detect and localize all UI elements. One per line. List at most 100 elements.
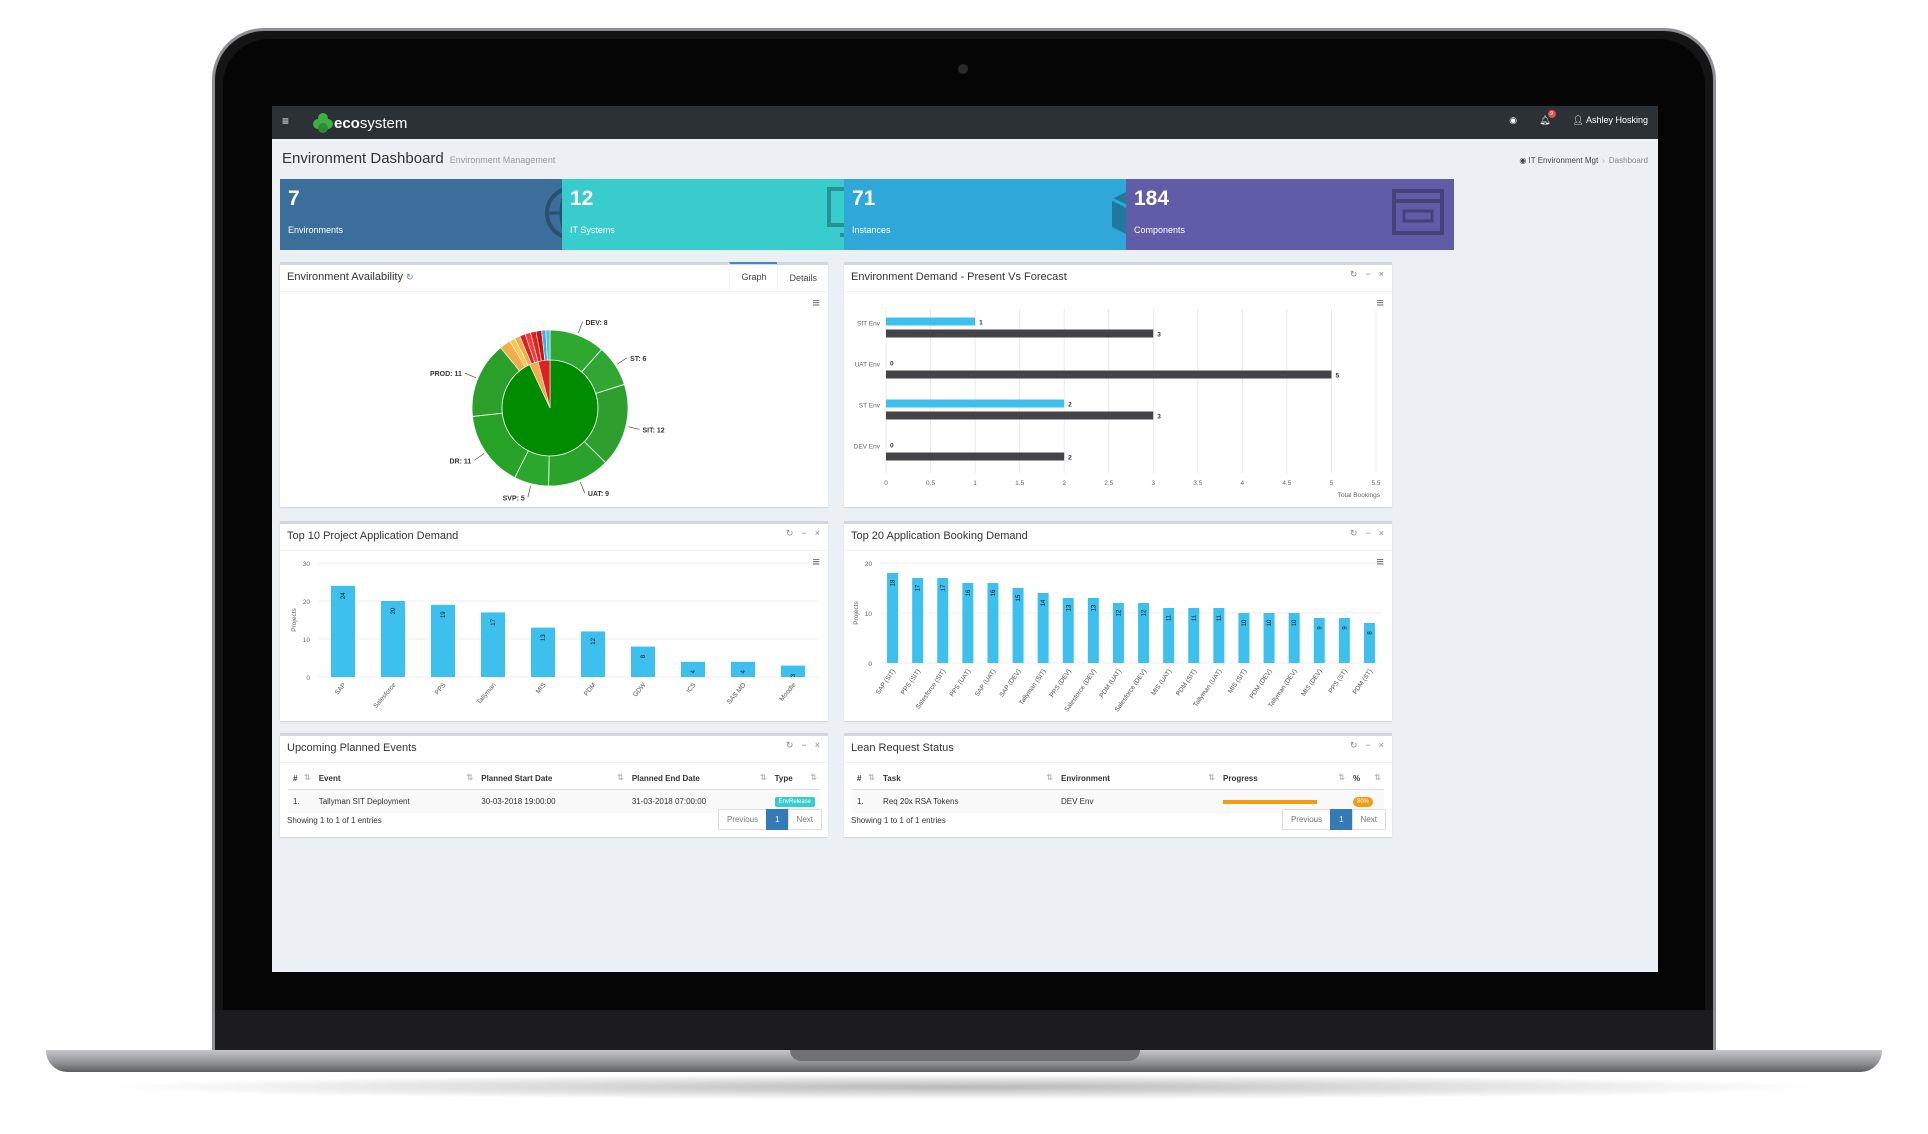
top10-demand-panel: Top 10 Project Application Demand ↻ − × ≡ … [280, 521, 828, 721]
close-icon[interactable]: × [814, 528, 820, 538]
chart-menu-icon[interactable]: ≡ [812, 554, 820, 569]
panel-tools: ↻ − × [1350, 740, 1384, 751]
pie-outer-slice [545, 329, 551, 361]
bar [681, 661, 705, 677]
laptop-chin [212, 1010, 1716, 1056]
close-icon[interactable]: × [1378, 269, 1384, 279]
stat-box-it-systems[interactable]: 12 IT Systems [562, 179, 890, 250]
breadcrumb-item-home[interactable]: IT Environment Mgt [1528, 156, 1599, 165]
table-info: Showing 1 to 1 of 1 entries [287, 816, 382, 825]
pie-label-connector [616, 357, 628, 365]
column-header-end-date[interactable]: Planned End Date ⇅ [626, 768, 770, 790]
minimize-icon[interactable]: − [1365, 269, 1371, 279]
bar [987, 583, 999, 663]
refresh-icon[interactable]: ↻ [1349, 269, 1358, 279]
table-row[interactable]: 1. Req 20x RSA Tokens DEV Env 80% [852, 789, 1384, 813]
x-tick-label: 1.5 [1015, 480, 1024, 487]
column-header-type[interactable]: Type ⇅ [769, 768, 820, 790]
x-tick-label: 3.5 [1193, 480, 1202, 487]
top10-bar-chart: 0 10 20 30 Projects 24 SAP 20 Salesforce 19 PPS 17 T… [291, 561, 818, 710]
data-label: 11 [1167, 614, 1173, 621]
cell-task: Req 20x RSA Tokens [878, 789, 1056, 813]
x-category-label: PDM [583, 682, 598, 698]
bar [937, 578, 949, 663]
minimize-icon[interactable]: − [1365, 740, 1371, 750]
x-tick-label: 4 [1241, 480, 1245, 487]
column-header-number[interactable]: # ⇅ [288, 768, 314, 790]
column-header-progress[interactable]: Progress ⇅ [1218, 768, 1348, 790]
globe-icon[interactable]: ◉ [1509, 115, 1518, 125]
column-header-event[interactable]: Event ⇅ [313, 768, 477, 790]
pagination-previous[interactable]: Previous [1281, 809, 1332, 830]
x-tick-label: 2.5 [1104, 480, 1113, 487]
user-menu[interactable]: 👤︎ Ashley Hosking [1573, 115, 1648, 126]
stat-value: 71 [852, 187, 876, 210]
bar [531, 627, 555, 677]
refresh-icon[interactable]: ↻ [785, 740, 794, 750]
panel-tools: ↻ − × [1350, 269, 1384, 280]
refresh-icon[interactable]: ↻ [785, 528, 794, 538]
table-row[interactable]: 1. Tallyman SIT Deployment 30-03-2018 19… [288, 789, 820, 813]
data-label: 18 [891, 579, 897, 586]
hamburger-menu-icon[interactable]: ≡ [282, 114, 290, 128]
column-header-number[interactable]: # ⇅ [852, 768, 878, 790]
breadcrumb-separator: › [1602, 156, 1605, 165]
bar [1213, 608, 1225, 663]
refresh-icon[interactable]: ↻ [1349, 528, 1358, 538]
close-icon[interactable]: × [814, 740, 820, 750]
pagination-page-1[interactable]: 1 [766, 809, 789, 830]
panel-tools: ↻ − × [786, 528, 820, 539]
x-category-label: PDM (DEV) [1248, 668, 1273, 700]
chart-menu-icon[interactable]: ≡ [812, 295, 820, 310]
panel-title: Top 20 Application Booking Demand [851, 530, 1028, 542]
bar [886, 370, 1332, 379]
y-axis-label: Projects [853, 601, 860, 625]
stat-box-components[interactable]: 184 Components [1126, 179, 1454, 250]
column-header-start-date[interactable]: Planned Start Date ⇅ [476, 768, 627, 790]
x-category-label: PPS (UAT) [949, 668, 973, 698]
notifications-button[interactable]: 🔔︎ 9 [1539, 110, 1556, 126]
stat-label: IT Systems [570, 225, 615, 235]
stat-value: 184 [1134, 187, 1170, 210]
pagination-next[interactable]: Next [787, 809, 822, 830]
panel-title: Lean Request Status [851, 742, 954, 754]
data-label: 17 [941, 584, 947, 591]
pagination: Previous 1 Next [717, 809, 822, 830]
pagination-next[interactable]: Next [1351, 809, 1386, 830]
bar [731, 661, 755, 677]
minimize-icon[interactable]: − [801, 528, 807, 538]
minimize-icon[interactable]: − [801, 740, 807, 750]
y-tick-label: 0 [306, 675, 310, 682]
stat-box-environments[interactable]: 7 Environments [280, 179, 608, 250]
tab-details[interactable]: Details [777, 265, 828, 291]
chart-menu-icon[interactable]: ≡ [1376, 554, 1384, 569]
data-label: 10 [1267, 619, 1273, 626]
column-header-environment[interactable]: Environment ⇅ [1056, 768, 1218, 790]
minimize-icon[interactable]: − [1365, 528, 1371, 538]
close-icon[interactable]: × [1378, 740, 1384, 750]
column-header-task[interactable]: Task ⇅ [878, 768, 1056, 790]
x-category-label: SAS MO [726, 682, 748, 706]
tab-graph[interactable]: Graph [729, 262, 778, 291]
panel-title: Top 10 Project Application Demand [287, 530, 459, 542]
pie-data-label: UAT: 9 [588, 491, 609, 498]
x-category-label: MIS [535, 681, 548, 695]
chart-menu-icon[interactable]: ≡ [1376, 295, 1384, 310]
refresh-icon[interactable]: ↻ [406, 272, 414, 282]
bar [1037, 593, 1049, 663]
table-info: Showing 1 to 1 of 1 entries [851, 816, 946, 825]
close-icon[interactable]: × [1378, 528, 1384, 538]
pie-data-label: DR: 11 [450, 458, 472, 465]
x-category-label: SAP (UAT) [974, 668, 998, 698]
pagination-page-1[interactable]: 1 [1330, 809, 1353, 830]
panel-title: Upcoming Planned Events [287, 742, 417, 754]
logo[interactable]: eco system [312, 111, 407, 135]
column-header-percent[interactable]: % ⇅ [1348, 768, 1384, 790]
pagination-previous[interactable]: Previous [717, 809, 768, 830]
bar [886, 411, 1154, 420]
data-label: 14 [1041, 599, 1047, 606]
stat-box-instances[interactable]: 71 Instances [844, 179, 1172, 250]
page-title: Environment Dashboard Environment Managem… [282, 150, 555, 167]
refresh-icon[interactable]: ↻ [1349, 740, 1358, 750]
